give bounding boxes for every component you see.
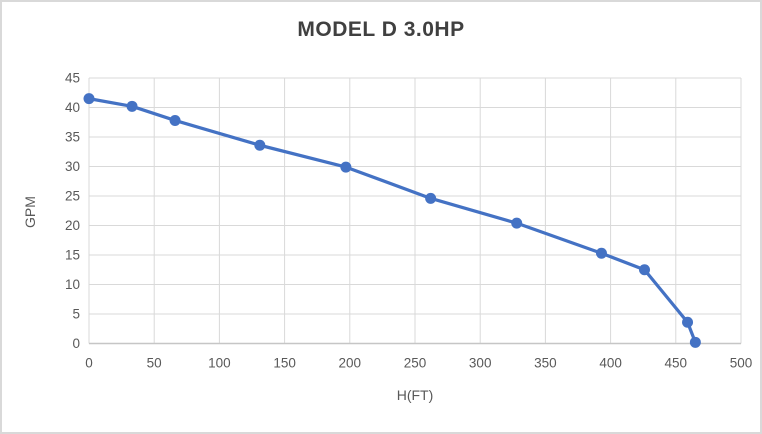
data-point-marker	[595, 247, 607, 259]
data-point-marker	[254, 139, 266, 151]
data-point-marker	[169, 114, 181, 126]
x-tick-label: 300	[469, 356, 492, 371]
chart-title: MODEL D 3.0HP	[297, 18, 465, 41]
y-tick-label: 10	[65, 277, 80, 292]
data-point-marker	[83, 93, 95, 105]
y-tick-label: 25	[65, 189, 80, 204]
x-tick-label: 250	[404, 356, 427, 371]
data-point-marker	[340, 161, 352, 173]
y-tick-label: 30	[65, 159, 80, 174]
x-tick-label: 150	[273, 356, 296, 371]
x-tick-label: 350	[534, 356, 557, 371]
data-point-marker	[682, 316, 694, 328]
y-tick-label: 0	[72, 336, 80, 351]
data-point-marker	[126, 100, 138, 112]
x-tick-label: 500	[730, 356, 753, 371]
data-point-marker	[511, 217, 523, 229]
x-tick-label: 400	[599, 356, 622, 371]
y-tick-label: 35	[65, 130, 80, 145]
x-tick-label: 200	[339, 356, 362, 371]
x-tick-label: 100	[208, 356, 231, 371]
x-tick-label: 0	[85, 356, 93, 371]
y-tick-label: 15	[65, 248, 80, 263]
y-tick-label: 5	[72, 307, 80, 322]
y-axis-title: GPM	[22, 196, 38, 228]
series-line	[87, 97, 697, 344]
y-tick-label: 45	[65, 71, 80, 86]
y-tick-label: 20	[65, 218, 80, 233]
x-tick-label: 50	[147, 356, 162, 371]
data-point-marker	[689, 336, 701, 348]
x-tick-label: 450	[665, 356, 688, 371]
y-tick-label: 40	[65, 100, 80, 115]
data-point-marker	[639, 264, 651, 276]
data-point-marker	[425, 192, 437, 204]
x-axis-title: H(FT)	[396, 387, 434, 403]
